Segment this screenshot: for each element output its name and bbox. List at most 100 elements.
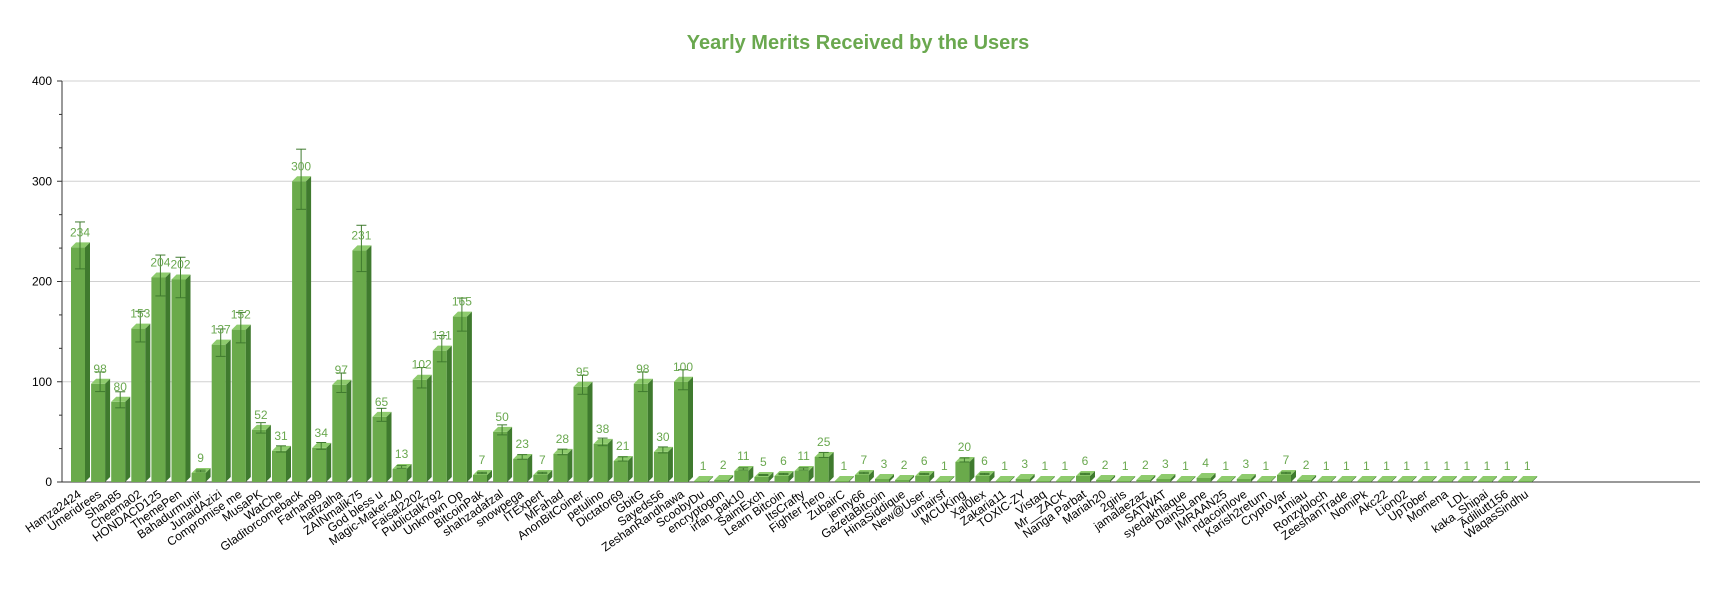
bar <box>1156 473 1176 482</box>
bar-side <box>1311 474 1317 482</box>
bar-side <box>165 272 171 482</box>
bar-front <box>131 328 146 482</box>
bar <box>1377 475 1397 482</box>
bar <box>533 469 553 482</box>
bar-front <box>774 475 789 482</box>
bar-front <box>915 475 930 482</box>
bar-side <box>245 324 251 482</box>
bar-front <box>633 383 648 482</box>
bar-front <box>332 384 347 482</box>
bar-side <box>1130 475 1136 482</box>
bar-front <box>372 416 387 482</box>
bar <box>312 442 332 482</box>
data-label: 2 <box>720 458 727 472</box>
bar-side <box>929 470 935 482</box>
data-label: 1 <box>1484 459 1491 473</box>
bar-side <box>426 374 432 482</box>
bar-top <box>1297 474 1317 480</box>
data-label: 1 <box>1263 459 1270 473</box>
bar-front <box>1417 480 1432 482</box>
data-label: 3 <box>881 457 888 471</box>
bar-front <box>412 379 427 482</box>
bar-front <box>1076 475 1090 482</box>
bar-top <box>1498 475 1518 481</box>
data-label: 23 <box>516 437 530 451</box>
bar-front <box>1457 480 1472 482</box>
bar-top <box>1478 475 1497 481</box>
bar <box>674 369 693 482</box>
bar <box>1015 473 1035 482</box>
bars <box>71 148 1538 482</box>
bar <box>1498 475 1518 482</box>
bar <box>915 470 935 482</box>
bar-top <box>1176 475 1196 481</box>
bar-top <box>1196 472 1216 478</box>
bar-side <box>647 378 653 482</box>
bar-top <box>875 473 894 479</box>
bar-side <box>728 474 734 482</box>
bar-side <box>185 274 191 482</box>
bar-front <box>71 247 85 482</box>
data-label: 25 <box>817 435 831 449</box>
bar-side <box>1532 475 1538 482</box>
bar <box>231 311 251 482</box>
bar-side <box>1351 475 1357 482</box>
bar <box>1236 473 1256 482</box>
bar <box>1518 475 1538 482</box>
bar-top <box>1136 474 1156 480</box>
bar-side <box>286 445 291 482</box>
bar-front <box>1116 480 1131 482</box>
bar-front <box>211 344 226 482</box>
bar-side <box>205 467 211 482</box>
bar <box>1437 475 1457 482</box>
bar-top <box>834 475 854 481</box>
bar <box>694 475 714 482</box>
bar-side <box>1451 475 1457 482</box>
data-label: 1 <box>700 459 707 473</box>
data-label: 6 <box>780 454 787 468</box>
bar-side <box>527 453 533 482</box>
bar-side <box>889 473 894 482</box>
bar-front <box>1478 480 1492 482</box>
bar <box>875 473 894 482</box>
bar <box>1256 475 1276 482</box>
data-label: 1 <box>1524 459 1531 473</box>
data-label: 7 <box>861 453 868 467</box>
bar <box>653 446 673 482</box>
data-label: 234 <box>70 225 90 239</box>
bar <box>1035 475 1055 482</box>
bar-front <box>1397 480 1412 482</box>
bar-top <box>895 474 915 480</box>
bar-side <box>145 323 151 482</box>
data-label: 1 <box>840 459 847 473</box>
data-label: 1 <box>1041 459 1048 473</box>
bar-front <box>151 277 166 482</box>
bar-side <box>688 376 693 482</box>
bar-top <box>1216 475 1236 481</box>
bar <box>834 475 854 482</box>
bar <box>794 465 814 482</box>
bar <box>1116 475 1136 482</box>
data-label: 9 <box>197 451 204 465</box>
bar <box>1055 475 1075 482</box>
y-tick-label: 400 <box>32 74 52 88</box>
bar-top <box>714 474 734 480</box>
bar-front <box>1277 474 1291 482</box>
bar <box>854 469 874 482</box>
bar-front <box>312 447 327 482</box>
bar-side <box>607 438 613 482</box>
bar-side <box>748 465 754 482</box>
bar-side <box>507 426 513 482</box>
bar <box>1216 475 1236 482</box>
data-label: 13 <box>395 447 409 461</box>
data-label: 100 <box>673 360 693 374</box>
data-label: 1 <box>1222 459 1229 473</box>
data-label: 3 <box>1021 457 1028 471</box>
bar-side <box>125 396 131 482</box>
bar <box>814 451 834 482</box>
data-label: 97 <box>335 363 349 377</box>
bar-front <box>1377 480 1392 482</box>
bar-side <box>326 442 332 482</box>
